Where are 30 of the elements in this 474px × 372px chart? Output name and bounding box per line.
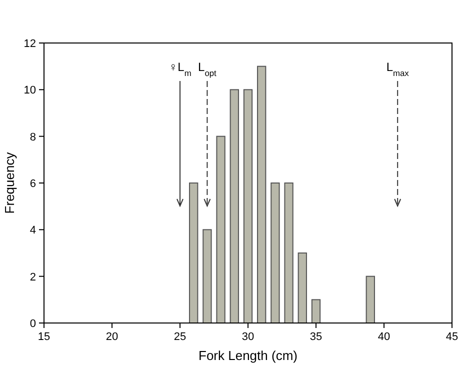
bar (366, 276, 375, 324)
x-tick-label: 35 (310, 331, 322, 343)
bar (257, 66, 266, 324)
y-tick-label: 6 (30, 178, 36, 190)
y-tick-label: 10 (24, 84, 36, 97)
y-tick-label: 12 (24, 38, 36, 50)
x-tick-label: 25 (174, 331, 186, 343)
bar (243, 89, 253, 324)
y-tick-label: 2 (30, 271, 36, 284)
bar (189, 182, 198, 324)
x-axis-title: Fork Length (cm) (198, 348, 298, 363)
bar (270, 182, 280, 324)
bar (202, 229, 212, 324)
x-tick-label: 40 (378, 331, 390, 343)
bar (298, 252, 307, 324)
x-tick-label: 30 (242, 331, 254, 343)
bar (311, 299, 321, 324)
x-tick-label: 15 (38, 331, 50, 343)
bar (284, 182, 294, 324)
bar (230, 89, 239, 324)
ref-line-label: ♀L$_{m}$ (168, 60, 192, 78)
ref-line-label: L$_{opt}$ (198, 60, 218, 78)
ref-line-label: L$_{max}$ (386, 60, 410, 78)
bar (216, 136, 226, 324)
y-tick-label: 0 (30, 318, 36, 330)
y-tick-label: 8 (30, 131, 36, 144)
y-tick-label: 4 (30, 224, 36, 237)
x-tick-label: 20 (106, 331, 118, 343)
y-axis-title: Frequency (2, 152, 17, 214)
x-tick-label: 45 (446, 331, 458, 343)
